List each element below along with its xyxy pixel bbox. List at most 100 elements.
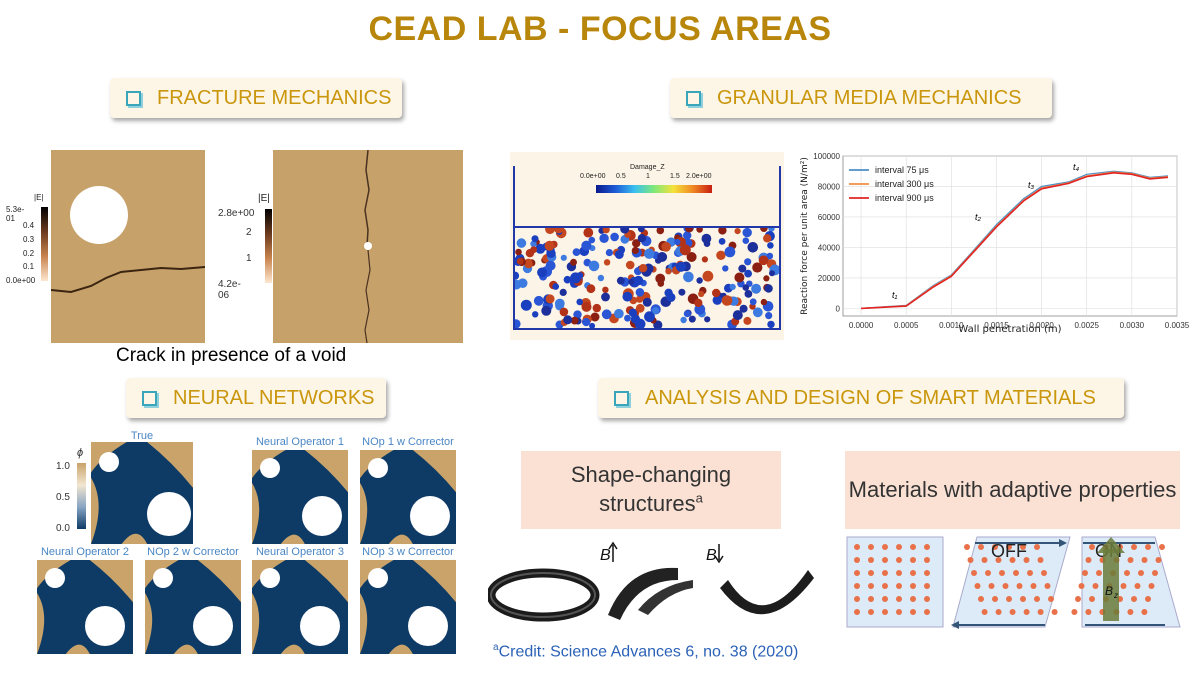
particle <box>712 288 721 298</box>
colorbar-label: ϕ <box>77 447 84 459</box>
lattice-dot <box>854 570 860 576</box>
material-region <box>252 592 260 654</box>
particle <box>545 260 556 271</box>
x-tick-label: 0.0000 <box>849 321 874 330</box>
x-tick-label: 0.0030 <box>1120 321 1145 330</box>
particle <box>530 240 537 247</box>
material-region <box>89 560 133 603</box>
particle <box>743 316 752 325</box>
magnetic-field-arrow <box>1103 549 1119 621</box>
fracture-field-2 <box>364 149 372 344</box>
particle <box>625 260 635 270</box>
lattice-dot <box>1127 609 1134 615</box>
lattice-particles <box>854 544 1165 615</box>
lattice-dot <box>868 544 874 550</box>
nn-phase-field <box>360 560 456 654</box>
section-label: NEURAL NETWORKS <box>173 386 375 409</box>
lattice-dot <box>992 544 998 550</box>
particle <box>701 256 708 263</box>
nn-panel-label: Neural Operator 1 <box>255 436 345 448</box>
material-region <box>412 560 456 603</box>
lattice-dot <box>910 583 916 589</box>
particle <box>685 228 694 233</box>
phase-field-plot <box>360 450 456 544</box>
plot-area <box>842 155 1178 317</box>
colorbar-tick: 1 <box>246 253 252 264</box>
lattice-dot <box>854 544 860 550</box>
material-region <box>91 477 99 544</box>
colorbar-tick: 1.0 <box>56 461 70 472</box>
colorbar-tick: 0.5 <box>56 492 70 503</box>
particle <box>744 258 752 266</box>
material-region <box>37 560 71 589</box>
particle <box>642 297 652 307</box>
adaptive-lattice-illustration: OFF ON B z <box>846 536 1181 629</box>
lattice-dot <box>1145 596 1151 602</box>
particle <box>515 279 522 290</box>
sim-colorbar-label: Damage_Z <box>630 164 665 171</box>
particle <box>544 240 555 251</box>
particle <box>581 240 592 251</box>
lattice-dot <box>1051 609 1058 615</box>
particle <box>683 271 694 283</box>
lattice-dot <box>974 583 981 589</box>
particle <box>683 231 692 240</box>
arrowhead-down-icon <box>714 555 724 564</box>
colorbar-tick: 5.3e-01 <box>6 205 25 223</box>
particle <box>738 264 747 273</box>
particle <box>760 298 768 306</box>
legend-label: interval 900 μs <box>875 193 934 203</box>
lattice-dot <box>1020 596 1026 602</box>
void-circle <box>364 242 372 250</box>
particle <box>732 310 743 321</box>
particle <box>749 298 757 306</box>
particle <box>570 316 579 325</box>
sim-colorbar-tick: 1 <box>646 173 650 180</box>
lattice-dot <box>1048 596 1054 602</box>
lattice-dot <box>1141 557 1148 563</box>
particle <box>742 228 752 238</box>
lattice-dot <box>1082 570 1088 576</box>
particle <box>533 295 544 306</box>
shape-title: Shape-changing structures <box>570 462 732 516</box>
particle <box>614 308 624 319</box>
lattice-dot <box>1044 583 1051 589</box>
lattice-dot <box>910 544 916 550</box>
credit-text: aCredit: Science Advances 6, no. 38 (202… <box>493 642 798 661</box>
particle <box>734 272 745 283</box>
particle <box>563 315 573 325</box>
particle <box>718 238 726 245</box>
arrowhead-up-icon <box>608 541 618 550</box>
field-label-b-down: B <box>706 547 717 564</box>
lattice-dot <box>1096 570 1102 576</box>
material-region <box>145 592 153 654</box>
granular-simulation: Damage_Z 0.0e+00 0.5 1 1.5 2.0e+00 <box>510 152 784 340</box>
particle <box>590 312 600 322</box>
particle <box>739 304 748 313</box>
lattice-dot <box>1145 544 1151 550</box>
particle <box>688 315 696 323</box>
lattice-dot <box>882 609 888 615</box>
adaptive-title: Materials with adaptive properties <box>848 476 1177 502</box>
lattice-dot <box>978 544 984 550</box>
crack-path <box>50 266 206 294</box>
lattice-dot <box>1037 609 1044 615</box>
particle <box>696 228 703 233</box>
colorbar-label: |E| <box>34 193 44 202</box>
lattice-dot <box>924 583 930 589</box>
lattice-dot <box>1027 570 1033 576</box>
particle <box>572 248 581 256</box>
colorbar-tick: 2 <box>246 227 252 238</box>
phase-field-plot <box>252 450 348 544</box>
particle <box>644 248 655 259</box>
lattice-dot <box>882 570 888 576</box>
material-region <box>91 442 127 473</box>
nn-phase-field <box>37 560 133 654</box>
particle <box>652 307 660 315</box>
particle <box>546 248 556 258</box>
lattice-dot <box>882 557 888 563</box>
particle <box>767 242 774 249</box>
particle <box>624 314 631 322</box>
phase-field-plot <box>360 560 456 654</box>
particle <box>763 275 770 282</box>
